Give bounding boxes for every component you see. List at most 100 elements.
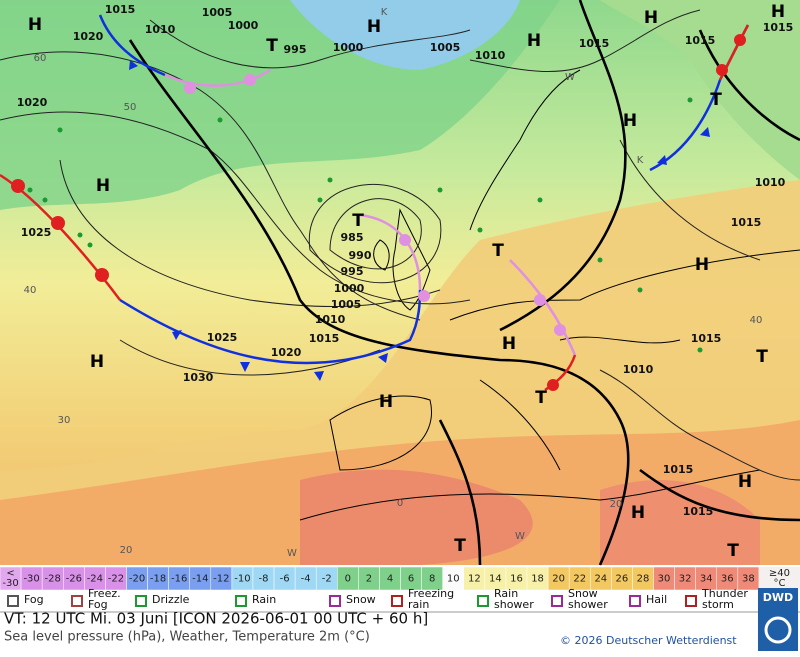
isobar-label: 1010 bbox=[755, 176, 786, 189]
colorbar-label: 18 bbox=[531, 574, 544, 585]
colorbar-low-label: -30 bbox=[2, 578, 18, 589]
pressure-center: T bbox=[352, 211, 364, 231]
pressure-center: T bbox=[535, 388, 547, 408]
colorbar-cell bbox=[758, 567, 800, 590]
grid-label: W bbox=[565, 72, 575, 83]
isobar-label: 1015 bbox=[309, 332, 340, 345]
weather-legend: Fog Freez.Fog Drizzle Rain Snow FreezingrainR… bbox=[7, 587, 748, 611]
legend-icon bbox=[71, 595, 83, 607]
pressure-center: H bbox=[379, 392, 393, 412]
colorbar-label: -2 bbox=[322, 574, 332, 585]
pressure-center: T bbox=[710, 90, 722, 110]
isobar-label: 1010 bbox=[145, 23, 176, 36]
colorbar-label: 16 bbox=[510, 574, 523, 585]
dwd-logo-text: DWD bbox=[763, 591, 793, 604]
grid-label: W bbox=[287, 548, 297, 559]
colorbar-cell bbox=[737, 566, 760, 591]
legend-label: Fog bbox=[88, 598, 108, 611]
description: Sea level pressure (hPa), Weather, Tempe… bbox=[4, 630, 370, 645]
grid-label: 20 bbox=[120, 545, 133, 556]
isobar-label: 1005 bbox=[331, 298, 362, 311]
isobar-label: 1015 bbox=[731, 216, 762, 229]
isobar-label: 990 bbox=[349, 249, 372, 262]
pressure-center: H bbox=[738, 472, 752, 492]
pressure-center: T bbox=[454, 536, 466, 556]
grid-label: 30 bbox=[58, 415, 71, 426]
colorbar-label: -4 bbox=[301, 574, 311, 585]
isobar-label: 1020 bbox=[73, 30, 104, 43]
pressure-center: H bbox=[96, 176, 110, 196]
legend-icon bbox=[685, 595, 697, 607]
colorbar-label: -30 bbox=[23, 574, 39, 585]
colorbar-label: 28 bbox=[637, 574, 650, 585]
legend-label: Rain bbox=[494, 587, 518, 600]
isobar-label: 1000 bbox=[333, 41, 364, 54]
colorbar-label: 24 bbox=[594, 574, 607, 585]
isobar-label: 1025 bbox=[21, 226, 52, 239]
grid-label: K bbox=[381, 7, 388, 18]
copyright: © 2026 Deutscher Wetterdienst bbox=[560, 634, 737, 647]
colorbar-label: -28 bbox=[45, 574, 61, 585]
colorbar-label: 12 bbox=[468, 574, 481, 585]
colorbar-label: -12 bbox=[213, 574, 229, 585]
legend-label: shower bbox=[494, 598, 534, 611]
colorbar-label: 6 bbox=[408, 574, 414, 585]
colorbar-label: -14 bbox=[192, 574, 208, 585]
grid-label: 0 bbox=[397, 498, 403, 509]
colorbar-label: 14 bbox=[489, 574, 502, 585]
isobar-label: 1025 bbox=[207, 331, 238, 344]
pressure-center: T bbox=[727, 541, 739, 561]
grid-label: 20 bbox=[610, 499, 623, 510]
colorbar-label: -18 bbox=[150, 574, 166, 585]
pressure-center: H bbox=[771, 2, 785, 22]
isobar-label: 995 bbox=[284, 43, 307, 56]
colorbar-label: 36 bbox=[721, 574, 734, 585]
legend-label: Fog bbox=[24, 593, 44, 606]
isobar-label: 1015 bbox=[105, 3, 136, 16]
legend-label: rain bbox=[408, 598, 429, 611]
pressure-center: H bbox=[502, 334, 516, 354]
colorbar-label: 10 bbox=[447, 574, 460, 585]
pressure-center: H bbox=[90, 352, 104, 372]
isobar-label: 1005 bbox=[430, 41, 461, 54]
isobar-label: 1005 bbox=[202, 6, 233, 19]
legend-label: Hail bbox=[646, 593, 667, 606]
colorbar-label: 26 bbox=[616, 574, 629, 585]
pressure-center: T bbox=[266, 36, 278, 56]
pressure-center: H bbox=[644, 8, 658, 28]
colorbar-label: -6 bbox=[280, 574, 290, 585]
isobar-label: 1015 bbox=[691, 332, 722, 345]
colorbar-label: -26 bbox=[66, 574, 82, 585]
grid-label: W bbox=[515, 531, 525, 542]
dwd-logo-icon bbox=[764, 616, 792, 644]
colorbar-label: 38 bbox=[742, 574, 755, 585]
legend-label: Snow bbox=[568, 587, 598, 600]
legend-label: Drizzle bbox=[152, 593, 190, 606]
legend-label: Rain bbox=[252, 593, 276, 606]
isobar-label: 1015 bbox=[763, 21, 794, 34]
legend-icon bbox=[329, 595, 341, 607]
colorbar-label: 0 bbox=[345, 574, 351, 585]
isobar-label: 1015 bbox=[685, 34, 716, 47]
pressure-center: H bbox=[527, 31, 541, 51]
pressure-center: T bbox=[492, 241, 504, 261]
isobar-label: 1010 bbox=[475, 49, 506, 62]
colorbar-label: 22 bbox=[573, 574, 586, 585]
legend-icon bbox=[135, 595, 147, 607]
colorbar-label: -22 bbox=[108, 574, 124, 585]
colorbar-low-label: < bbox=[6, 568, 14, 579]
colorbar-label: 4 bbox=[387, 574, 393, 585]
valid-time: VT: 12 UTC Mi. 03 Juni [ICON 2026-06-01 … bbox=[4, 610, 428, 628]
isobar-label: 1000 bbox=[228, 19, 259, 32]
grid-label: 40 bbox=[24, 285, 37, 296]
grid-label: 40 bbox=[750, 315, 763, 326]
pressure-center: T bbox=[756, 347, 768, 367]
legend-icon bbox=[551, 595, 563, 607]
legend-icon bbox=[391, 595, 403, 607]
legend-icon bbox=[7, 595, 19, 607]
colorbar-label: -24 bbox=[87, 574, 103, 585]
colorbar-label: 20 bbox=[552, 574, 565, 585]
isobar-label: 1015 bbox=[683, 505, 714, 518]
